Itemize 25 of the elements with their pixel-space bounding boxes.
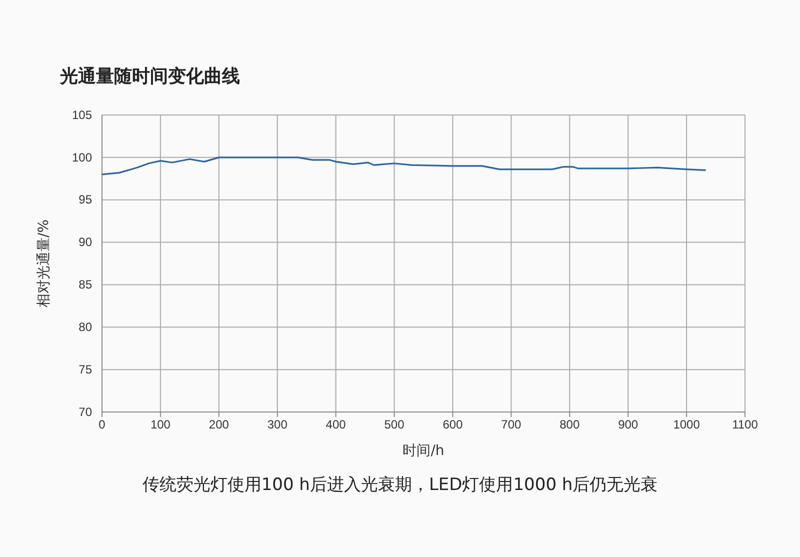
x-tick-label: 100 [150,418,171,432]
x-tick-label: 1100 [732,418,758,432]
y-tick-label: 85 [78,278,92,292]
x-axis-title: 时间/h [402,443,444,459]
y-tick-label: 80 [78,320,92,334]
x-tick-label: 1000 [673,418,700,432]
y-axis-title: 相对光通量/% [36,219,52,308]
x-tick-label: 500 [384,418,405,432]
x-tick-label: 900 [618,418,638,432]
x-tick-label: 400 [326,418,346,432]
x-tick-label: 300 [267,418,288,432]
x-tick-label: 600 [442,418,464,432]
x-tick-label: 0 [98,418,106,432]
y-tick-label: 95 [78,192,92,207]
line-series [101,156,707,176]
x-tick-label: 800 [560,418,580,432]
y-tick-label: 75 [78,362,92,376]
text: 传统荧光灯使用100 h后进入光衰期，LED灯使用1000 h后仍无光衰 [142,475,658,495]
x-tick-label: 200 [208,418,230,432]
y-tick-label: 105 [72,108,92,122]
x-tick-label: 700 [501,418,522,432]
y-tick-label: 90 [78,235,92,250]
y-tick-label: 70 [78,404,92,419]
chart-title: 光通量随时间变化曲线 [59,66,240,87]
y-tick-label: 100 [72,150,92,164]
